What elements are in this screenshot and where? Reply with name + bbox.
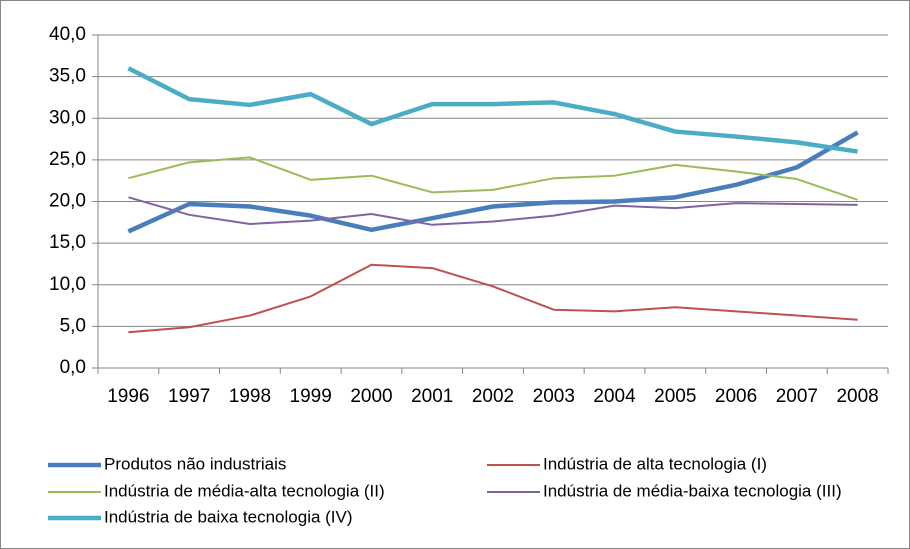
y-tick-label: 25,0	[49, 149, 86, 170]
x-tick-label: 1999	[290, 386, 332, 407]
y-tick-label: 15,0	[49, 232, 86, 253]
y-tick-label: 30,0	[49, 107, 86, 128]
y-tick-label: 0,0	[60, 357, 86, 378]
legend-label: Indústria de baixa tecnologia (IV)	[104, 507, 353, 526]
series-line	[128, 156, 858, 201]
y-tick-label: 5,0	[60, 315, 86, 336]
x-tick-label: 2007	[776, 386, 818, 407]
series-line	[128, 263, 858, 334]
x-tick-label: 2006	[715, 386, 757, 407]
legend-label: Indústria de média-baixa tecnologia (III…	[543, 481, 842, 500]
x-tick-label: 2001	[411, 386, 453, 407]
series-line	[128, 196, 858, 226]
legend-label: Indústria de média-alta tecnologia (II)	[104, 481, 385, 500]
series-line	[127, 130, 859, 234]
x-tick-label: 1998	[229, 386, 271, 407]
x-tick-label: 2004	[593, 386, 636, 407]
series-line	[127, 66, 858, 154]
x-tick-label: 1996	[107, 386, 149, 407]
y-tick-label: 10,0	[49, 274, 86, 295]
legend-label: Indústria de alta tecnologia (I)	[543, 454, 767, 473]
x-tick-label: 1997	[168, 386, 210, 407]
x-tick-label: 2002	[472, 386, 514, 407]
legend-label: Produtos não industriais	[104, 454, 286, 473]
y-tick-label: 20,0	[49, 191, 86, 212]
x-tick-label: 2008	[836, 386, 878, 407]
y-tick-label: 40,0	[49, 24, 86, 45]
x-tick-label: 2000	[350, 386, 392, 407]
x-tick-label: 2005	[654, 386, 696, 407]
y-tick-label: 35,0	[49, 66, 86, 87]
x-tick-label: 2003	[533, 386, 575, 407]
